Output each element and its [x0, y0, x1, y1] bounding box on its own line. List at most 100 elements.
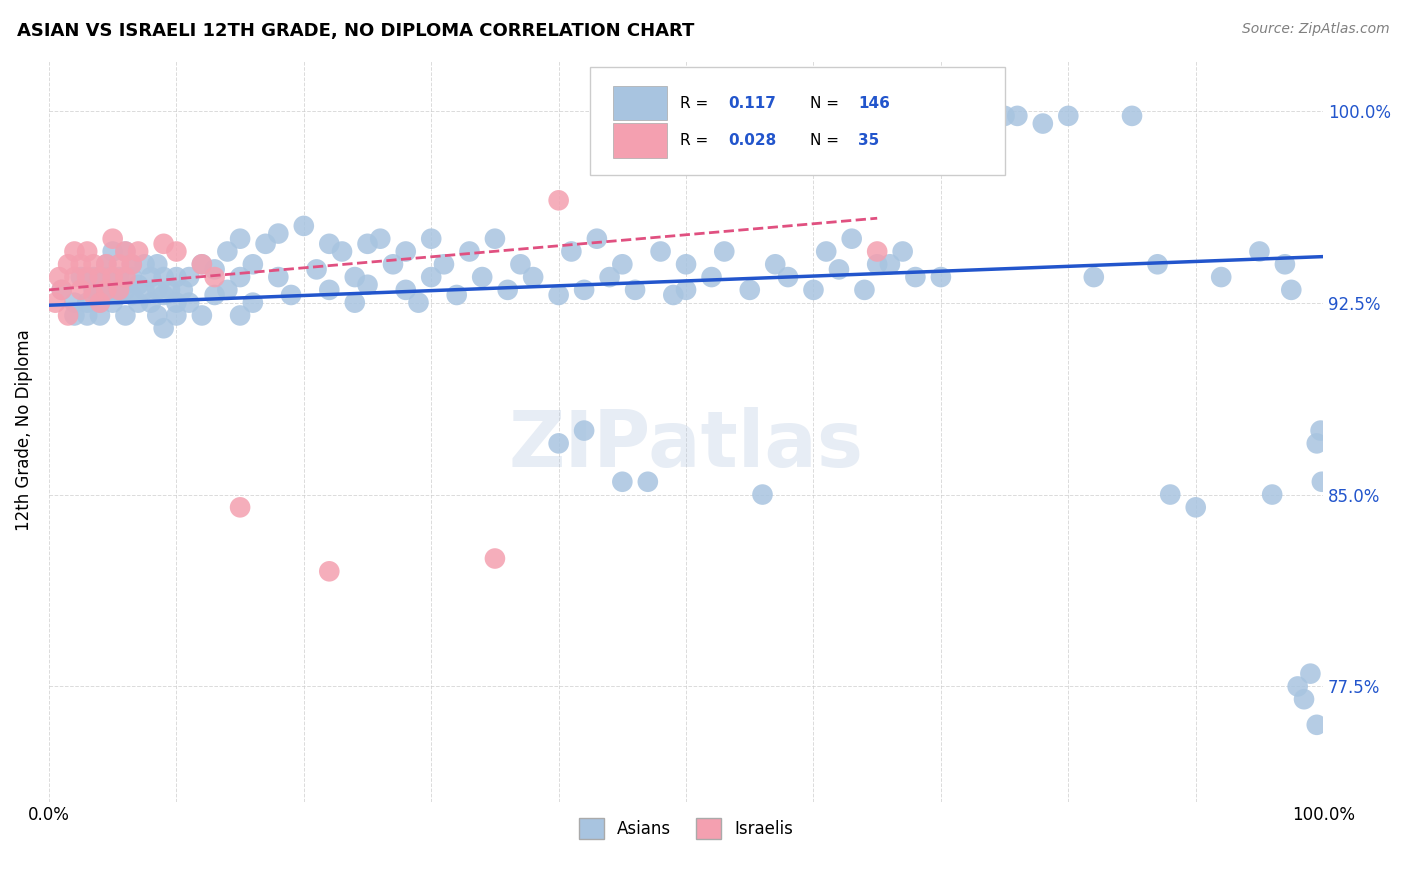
Point [547, 288, 569, 302]
Text: N =: N = [810, 95, 838, 111]
Point [828, 262, 851, 277]
Point [318, 236, 340, 251]
Point [1057, 109, 1080, 123]
Point [343, 295, 366, 310]
Point [1274, 257, 1296, 271]
Point [89, 270, 111, 285]
Point [1211, 270, 1233, 285]
Point [1292, 692, 1315, 706]
Point [866, 257, 889, 271]
Point [891, 244, 914, 259]
Point [114, 244, 136, 259]
Point [96, 257, 118, 271]
Point [121, 270, 143, 285]
Point [83, 288, 105, 302]
Point [204, 270, 226, 285]
Point [738, 283, 761, 297]
Point [1032, 117, 1054, 131]
Point [929, 270, 952, 285]
Point [292, 219, 315, 233]
Point [217, 283, 239, 297]
Point [217, 244, 239, 259]
Point [114, 244, 136, 259]
Point [547, 436, 569, 450]
Point [96, 257, 118, 271]
Point [229, 500, 252, 515]
Point [955, 109, 977, 123]
Point [1184, 500, 1206, 515]
Point [56, 257, 79, 271]
Point [471, 270, 494, 285]
Point [172, 283, 194, 297]
Point [305, 262, 328, 277]
Point [56, 309, 79, 323]
Point [76, 244, 98, 259]
Point [121, 257, 143, 271]
Point [83, 270, 105, 285]
Point [637, 475, 659, 489]
Point [51, 283, 73, 297]
Point [395, 283, 418, 297]
Point [204, 262, 226, 277]
Point [509, 257, 531, 271]
Point [572, 283, 595, 297]
Point [496, 283, 519, 297]
Point [63, 309, 86, 323]
Point [572, 424, 595, 438]
Point [803, 283, 825, 297]
Point [1083, 270, 1105, 285]
Point [1286, 680, 1309, 694]
Point [675, 257, 697, 271]
Point [69, 270, 91, 285]
Text: Source: ZipAtlas.com: Source: ZipAtlas.com [1241, 22, 1389, 37]
Point [1309, 424, 1331, 438]
Point [108, 270, 131, 285]
Point [51, 283, 73, 297]
Point [89, 295, 111, 310]
Point [420, 270, 443, 285]
Point [229, 270, 252, 285]
Point [76, 309, 98, 323]
Point [612, 257, 634, 271]
Point [994, 109, 1017, 123]
Point [121, 257, 143, 271]
Point [159, 283, 181, 297]
Point [484, 232, 506, 246]
Point [1249, 244, 1271, 259]
Point [242, 257, 264, 271]
Point [146, 257, 169, 271]
Point [662, 288, 685, 302]
Point [763, 257, 786, 271]
Point [1261, 487, 1284, 501]
Text: ZIPatlas: ZIPatlas [509, 408, 863, 483]
Point [96, 288, 118, 302]
Point [586, 232, 609, 246]
Point [1306, 718, 1329, 732]
Point [700, 270, 723, 285]
Point [108, 283, 131, 297]
Point [96, 283, 118, 297]
Point [139, 295, 162, 310]
Point [967, 109, 990, 123]
Point [204, 288, 226, 302]
Point [267, 227, 290, 241]
Point [318, 564, 340, 578]
Point [139, 270, 162, 285]
Point [484, 551, 506, 566]
Point [408, 295, 430, 310]
Point [356, 277, 378, 292]
Point [179, 295, 201, 310]
Point [89, 309, 111, 323]
Point [89, 295, 111, 310]
Point [853, 283, 876, 297]
Text: ASIAN VS ISRAELI 12TH GRADE, NO DIPLOMA CORRELATION CHART: ASIAN VS ISRAELI 12TH GRADE, NO DIPLOMA … [17, 22, 695, 40]
Point [69, 257, 91, 271]
Point [114, 283, 136, 297]
Point [127, 295, 149, 310]
Point [1146, 257, 1168, 271]
Point [254, 236, 277, 251]
Point [318, 283, 340, 297]
Point [108, 288, 131, 302]
Point [751, 487, 773, 501]
Point [815, 244, 838, 259]
